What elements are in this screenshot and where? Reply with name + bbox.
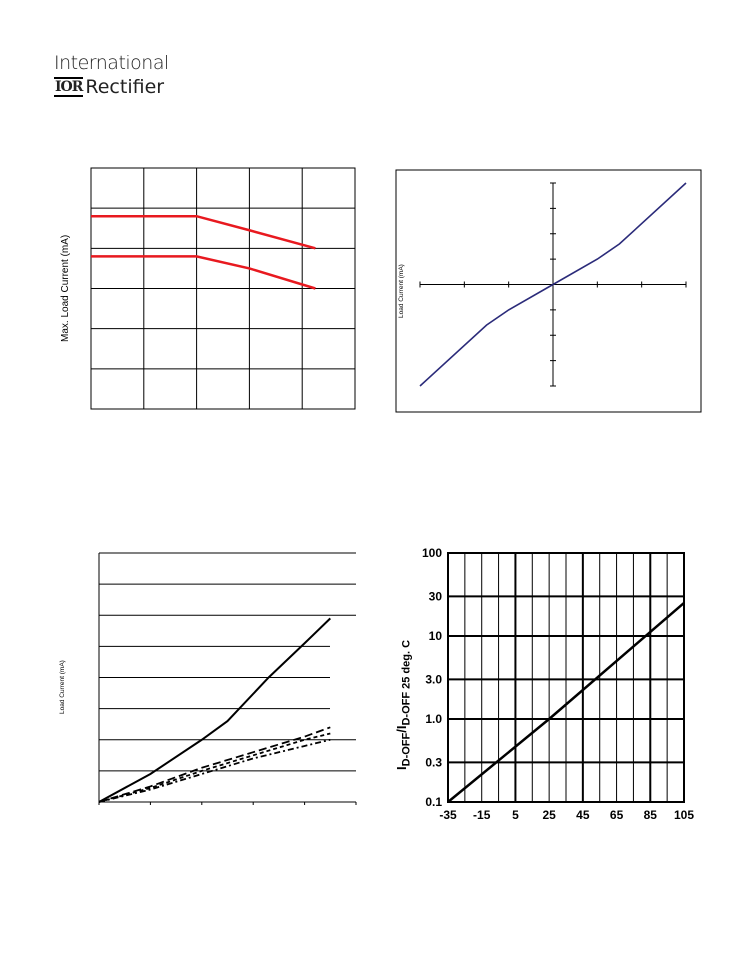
chart4-series-line-1 bbox=[447, 602, 685, 803]
chart2-ylabel: Load Current (mA) bbox=[398, 264, 405, 318]
ylabel-i2: I bbox=[394, 725, 409, 730]
chart1-ylabel: Max. Load Current (mA) bbox=[60, 234, 71, 342]
chart4-x-tick-label: 45 bbox=[576, 808, 590, 822]
ylabel-sub1: D-OFF bbox=[400, 732, 413, 767]
chart3-series-line-2 bbox=[98, 726, 331, 803]
logo-line-1: International bbox=[54, 52, 169, 74]
chart4-x-tick-label: -35 bbox=[439, 808, 457, 822]
chart3-ylabel: Load Current (mA) bbox=[59, 660, 66, 714]
chart4-x-tick-label: 105 bbox=[674, 808, 694, 822]
company-logo: International IOR Rectifier bbox=[54, 52, 169, 100]
logo-rectifier-text: Rectifier bbox=[85, 76, 165, 98]
chart4-x-tick-label: 5 bbox=[512, 808, 519, 822]
chart4-y-tick-label: 0.1 bbox=[425, 795, 442, 809]
chart2-series-line-1 bbox=[419, 182, 687, 387]
chart2-frame bbox=[395, 169, 702, 413]
chart4-y-tick-label: 100 bbox=[422, 546, 442, 560]
chart4-y-tick-label: 10 bbox=[429, 629, 443, 643]
logo-line-2: IOR Rectifier bbox=[54, 76, 164, 98]
chart4-y-tick-label: 30 bbox=[429, 589, 443, 603]
chart1-series-line-2 bbox=[91, 255, 316, 290]
chart4-x-tick-label: 25 bbox=[542, 808, 556, 822]
ior-mark: IOR bbox=[54, 77, 83, 97]
chart4-x-tick-label: 85 bbox=[644, 808, 658, 822]
chart-load-current-bidirectional bbox=[395, 169, 702, 413]
chart1-series-line-1 bbox=[91, 214, 316, 250]
chart4-y-tick-label: 3.0 bbox=[425, 672, 442, 686]
chart-load-current-multi bbox=[98, 552, 357, 805]
chart4-x-tick-label: 65 bbox=[610, 808, 624, 822]
ylabel-sub2: D-OFF 25 deg. C bbox=[400, 639, 413, 726]
chart-max-load-current bbox=[90, 167, 356, 410]
ylabel-slash: / bbox=[394, 729, 409, 733]
chart-off-state-ratio: -35 -15 5 25 45 65 85 105 0.1 0.3 1.0 3.0 10 30 100 bbox=[422, 546, 694, 822]
chart4-ylabel: ID-OFF/ID-OFF 25 deg. C bbox=[394, 640, 413, 770]
chart3-series-line-4 bbox=[98, 738, 331, 803]
chart3-series-line-3 bbox=[98, 732, 331, 803]
ylabel-i1: I bbox=[394, 766, 409, 770]
chart3-series-line-1 bbox=[98, 617, 331, 803]
chart4-x-tick-label: -15 bbox=[473, 808, 491, 822]
chart4-y-tick-label: 0.3 bbox=[425, 755, 442, 769]
chart4-y-tick-label: 1.0 bbox=[425, 712, 442, 726]
